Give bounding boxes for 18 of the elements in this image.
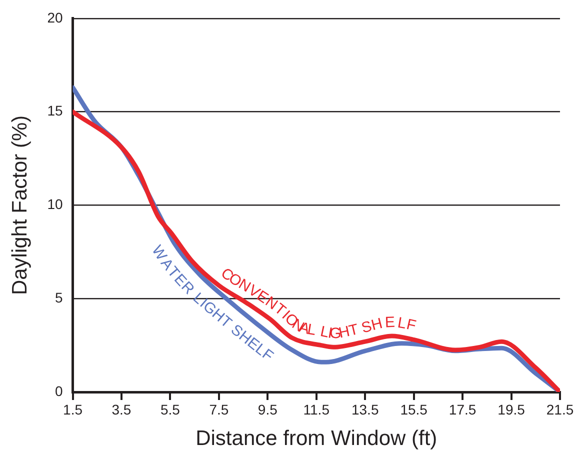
y-tick-label: 0 — [54, 382, 63, 399]
y-tick-label: 15 — [47, 102, 63, 119]
x-tick-label: 15.5 — [400, 401, 428, 418]
x-tick-label: 3.5 — [112, 401, 132, 418]
x-tick-label: 11.5 — [303, 401, 330, 418]
x-tick-label: 21.5 — [546, 401, 574, 418]
x-tick-label: 19.5 — [498, 401, 526, 418]
x-tick-label: 9.5 — [258, 401, 278, 418]
x-tick-label: 7.5 — [209, 401, 229, 418]
x-tick-label: 13.5 — [351, 401, 379, 418]
x-tick-label: 1.5 — [63, 401, 83, 418]
y-tick-label: 10 — [47, 196, 63, 212]
x-tick-label: 17.5 — [448, 401, 476, 418]
y-axis-title: Daylight Factor (%) — [8, 115, 32, 296]
y-tick-label: 20 — [47, 9, 63, 26]
x-axis-title: Distance from Window (ft) — [196, 427, 438, 450]
y-tick-label: 5 — [54, 289, 63, 306]
x-tick-label: 5.5 — [160, 401, 180, 418]
